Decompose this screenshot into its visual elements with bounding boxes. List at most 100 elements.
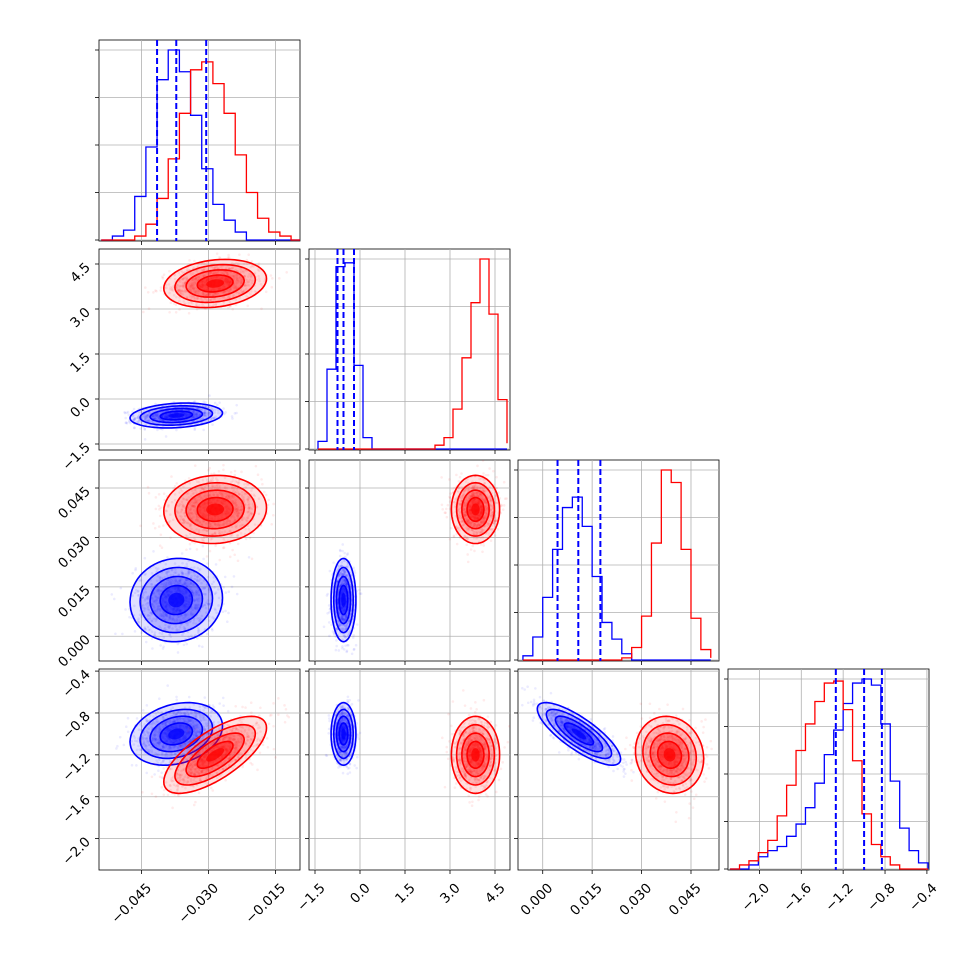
sample-point xyxy=(227,510,231,513)
sample-point xyxy=(165,603,169,607)
sample-point xyxy=(231,266,234,270)
sample-point xyxy=(167,615,171,619)
sample-point xyxy=(168,614,172,617)
sample-point xyxy=(334,648,338,652)
sample-point xyxy=(242,496,246,499)
sample-point xyxy=(156,588,160,592)
sample-point xyxy=(215,484,218,488)
sample-point xyxy=(175,608,179,612)
sample-point xyxy=(181,561,184,565)
sample-point xyxy=(213,271,217,274)
sample-point xyxy=(162,611,165,614)
sample-point xyxy=(224,512,228,516)
sample-point xyxy=(155,414,159,418)
sample-point xyxy=(216,403,219,407)
sample-point xyxy=(187,496,191,499)
sample-point xyxy=(198,509,202,513)
sample-point xyxy=(207,522,210,526)
sample-point xyxy=(201,528,205,532)
sample-point xyxy=(214,477,218,480)
sample-point xyxy=(340,607,344,610)
density-fill xyxy=(206,279,225,288)
sample-point xyxy=(198,619,201,623)
sample-point xyxy=(225,486,229,490)
sample-point xyxy=(246,483,249,487)
sample-point xyxy=(163,601,167,605)
sample-point xyxy=(221,491,224,495)
sample-point xyxy=(167,588,171,592)
sample-point xyxy=(162,645,165,648)
sample-point xyxy=(168,626,171,629)
sample-point xyxy=(217,485,221,488)
sample-point xyxy=(208,499,211,502)
sample-point xyxy=(190,504,194,507)
sample-point xyxy=(264,290,268,294)
sample-point xyxy=(205,294,208,297)
sample-point xyxy=(231,417,234,420)
sample-point xyxy=(133,417,137,420)
sample-point xyxy=(154,413,158,417)
sample-point xyxy=(206,502,210,505)
sample-point xyxy=(157,587,160,591)
sample-point xyxy=(216,500,219,503)
sample-point xyxy=(213,416,216,420)
sample-point xyxy=(224,491,227,495)
sample-point xyxy=(204,528,207,532)
sample-point xyxy=(205,299,209,302)
sample-point xyxy=(231,266,234,270)
sample-point xyxy=(182,497,186,501)
sample-point xyxy=(181,503,184,506)
sample-point xyxy=(254,464,258,468)
density-contour xyxy=(159,410,194,421)
sample-point xyxy=(189,494,193,498)
sample-point xyxy=(484,473,488,477)
sample-point xyxy=(176,581,180,585)
sample-point xyxy=(235,592,239,596)
sample-point xyxy=(184,414,188,418)
sample-point xyxy=(157,596,160,600)
sample-point xyxy=(267,498,270,502)
sample-point xyxy=(214,265,217,269)
sample-point xyxy=(177,628,181,632)
sample-point xyxy=(222,502,225,506)
sample-point xyxy=(178,514,182,518)
sample-point xyxy=(239,275,242,279)
sample-point xyxy=(242,271,245,274)
sample-point xyxy=(186,510,190,514)
density-contour xyxy=(174,482,257,537)
sample-point xyxy=(214,515,217,518)
sample-point xyxy=(228,530,231,533)
sample-point xyxy=(172,607,175,611)
sample-point xyxy=(201,281,205,284)
sample-point xyxy=(157,504,161,508)
sample-point xyxy=(191,591,195,595)
sample-point xyxy=(155,414,158,418)
sample-point xyxy=(192,409,196,413)
sample-point xyxy=(245,294,248,298)
sample-point xyxy=(162,636,166,639)
sample-point xyxy=(201,292,205,296)
sample-point xyxy=(240,505,243,509)
sample-point xyxy=(205,404,208,408)
sample-point xyxy=(226,277,230,280)
sample-point xyxy=(247,514,251,517)
sample-point xyxy=(214,302,218,305)
sample-point xyxy=(233,508,237,512)
sample-point xyxy=(181,505,185,509)
sample-point xyxy=(213,266,217,270)
sample-point xyxy=(173,273,177,277)
sample-point xyxy=(208,293,211,296)
sample-point xyxy=(335,644,338,648)
sample-point xyxy=(173,484,177,488)
sample-point xyxy=(223,575,227,579)
sample-point xyxy=(216,521,219,525)
sample-point xyxy=(181,497,185,500)
sample-point xyxy=(195,636,199,640)
sample-point xyxy=(197,631,200,635)
sample-point xyxy=(203,274,206,277)
sample-point xyxy=(186,498,189,502)
sample-point xyxy=(207,468,210,472)
sample-point xyxy=(225,267,228,270)
sample-point xyxy=(223,530,227,533)
sample-point xyxy=(185,565,189,568)
